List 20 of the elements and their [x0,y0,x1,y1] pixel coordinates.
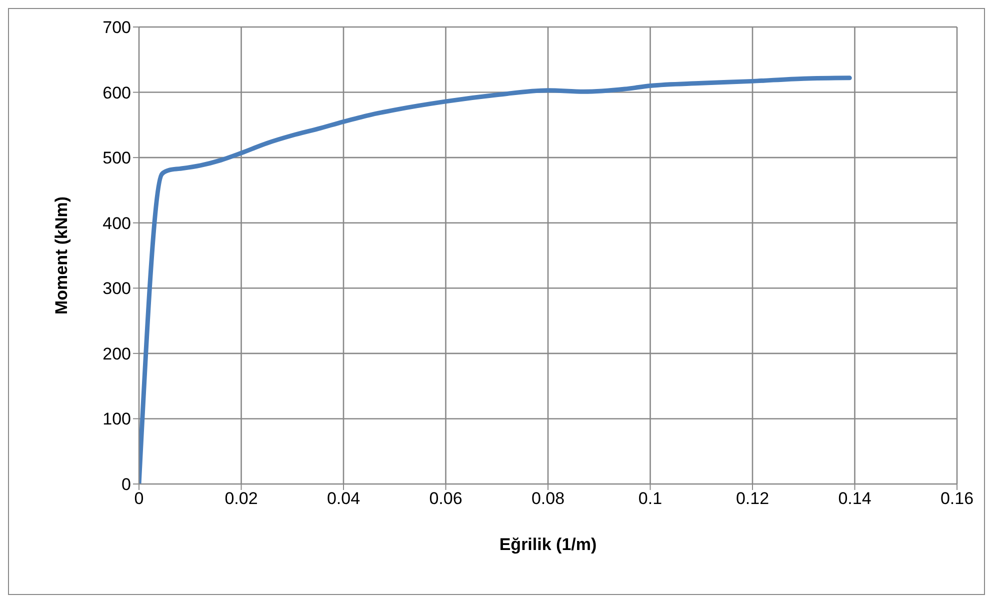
y-tick-label: 500 [102,148,131,168]
y-tick-label: 600 [102,83,131,102]
y-tick-label: 400 [102,214,131,233]
x-axis-title: Eğrilik (1/m) [499,535,597,554]
x-tick-label: 0.12 [736,489,770,508]
x-tick-label: 0.14 [838,489,872,508]
x-tick-label: 0.04 [326,489,360,508]
x-tick-label: 0.1 [638,489,662,508]
x-tick-label: 0 [134,489,144,508]
x-tick-label: 0.08 [531,489,565,508]
y-tick-label: 200 [102,344,131,364]
y-tick-label: 0 [122,475,131,494]
y-axis-title: Moment (kNm) [52,196,72,315]
y-tick-label: 100 [102,410,131,429]
line-series [139,76,852,484]
x-tick-label: 0.06 [429,489,462,508]
y-tick-label: 700 [102,18,131,38]
y-tick-label: 300 [102,279,131,298]
x-tick-label: 0.02 [224,489,258,508]
x-tick-label: 0.16 [940,489,974,508]
